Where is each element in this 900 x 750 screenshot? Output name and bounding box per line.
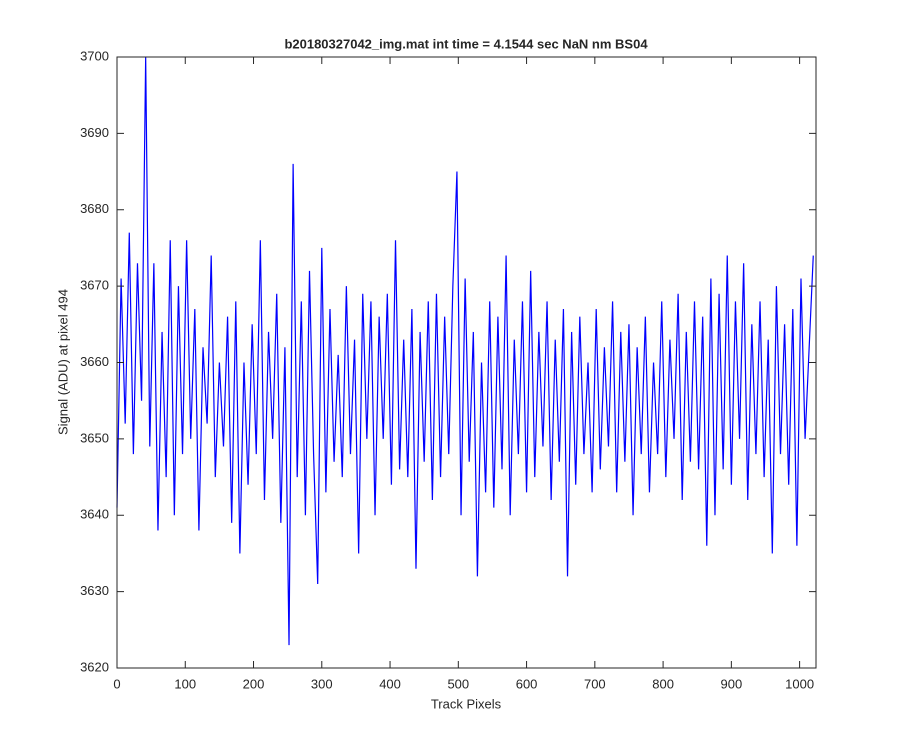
x-tick-label: 600 [516, 676, 538, 691]
y-tick-label: 3620 [80, 659, 109, 674]
y-tick-label: 3690 [80, 125, 109, 140]
chart-title: b20180327042_img.mat int time = 4.1544 s… [284, 36, 648, 51]
y-axis-label: Signal (ADU) at pixel 494 [55, 289, 70, 435]
x-tick-label: 300 [311, 676, 333, 691]
x-tick-label: 900 [721, 676, 743, 691]
x-tick-label: 100 [174, 676, 196, 691]
x-tick-label: 700 [584, 676, 606, 691]
x-tick-label: 800 [652, 676, 674, 691]
x-tick-label: 500 [447, 676, 469, 691]
y-tick-label: 3670 [80, 278, 109, 293]
y-tick-label: 3660 [80, 354, 109, 369]
x-axis-label: Track Pixels [431, 696, 502, 711]
x-tick-label: 200 [243, 676, 265, 691]
y-tick-label: 3630 [80, 583, 109, 598]
data-line [116, 56, 814, 646]
y-tick-label: 3700 [80, 48, 109, 63]
x-tick-label: 400 [379, 676, 401, 691]
y-tick-label: 3640 [80, 507, 109, 522]
y-tick-label: 3680 [80, 201, 109, 216]
x-tick-label: 1000 [785, 676, 814, 691]
y-tick-label: 3650 [80, 430, 109, 445]
x-tick-label: 0 [113, 676, 120, 691]
